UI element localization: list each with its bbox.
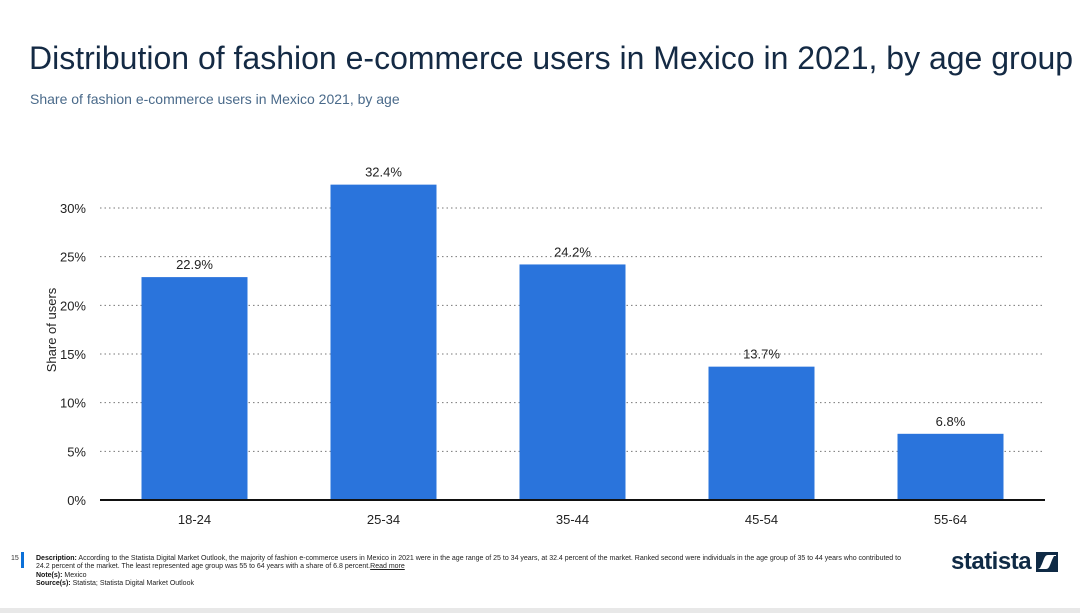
chart-subtitle: Share of fashion e-commerce users in Mex… xyxy=(30,91,400,107)
bar xyxy=(708,366,815,500)
x-tick-label: 55-64 xyxy=(934,512,967,527)
bar xyxy=(330,184,437,500)
y-tick-label: 30% xyxy=(60,201,86,216)
x-tick-label: 25-34 xyxy=(367,512,400,527)
data-label: 13.7% xyxy=(743,347,780,362)
logo-text: statista xyxy=(951,548,1032,575)
data-label: 6.8% xyxy=(936,414,966,429)
sources-text: Statista; Statista Digital Market Outloo… xyxy=(72,580,194,588)
description-label: Description: xyxy=(36,555,77,562)
x-tick-label: 35-44 xyxy=(556,512,589,527)
chart-title: Distribution of fashion e-commerce users… xyxy=(29,40,1074,76)
read-more-link[interactable]: Read more xyxy=(370,563,405,571)
notes-label: Note(s): xyxy=(36,571,63,579)
bar xyxy=(897,433,1004,500)
x-tick-label: 45-54 xyxy=(745,512,778,527)
data-label: 24.2% xyxy=(554,244,591,259)
page-number: 15 xyxy=(11,555,19,562)
y-tick-label: 15% xyxy=(60,347,86,362)
y-tick-label: 10% xyxy=(60,396,86,411)
y-tick-label: 0% xyxy=(67,493,86,508)
accent-bar xyxy=(21,552,24,568)
bar-chart: 0% 5% 10% 15% 20% 25% 30% 22.9% 18-24 32.4% 25-34 2… xyxy=(44,165,1045,527)
statista-logo-icon xyxy=(1036,552,1059,572)
data-label: 32.4% xyxy=(365,165,402,180)
notes-text: Mexico xyxy=(64,571,87,579)
sources-label: Source(s): xyxy=(36,580,71,588)
y-axis-label: Share of users xyxy=(44,287,59,372)
statista-logo[interactable]: statista xyxy=(951,548,1059,576)
footer-notes: Description: According to the Statista D… xyxy=(36,555,916,589)
data-label: 22.9% xyxy=(176,257,213,272)
y-tick-label: 20% xyxy=(60,298,86,313)
bar xyxy=(141,277,248,500)
description-text: According to the Statista Digital Market… xyxy=(36,555,901,571)
y-tick-label: 25% xyxy=(60,250,86,265)
y-tick-label: 5% xyxy=(67,444,86,459)
x-tick-label: 18-24 xyxy=(178,512,211,527)
bottom-border xyxy=(0,608,1080,613)
bar xyxy=(519,264,626,500)
